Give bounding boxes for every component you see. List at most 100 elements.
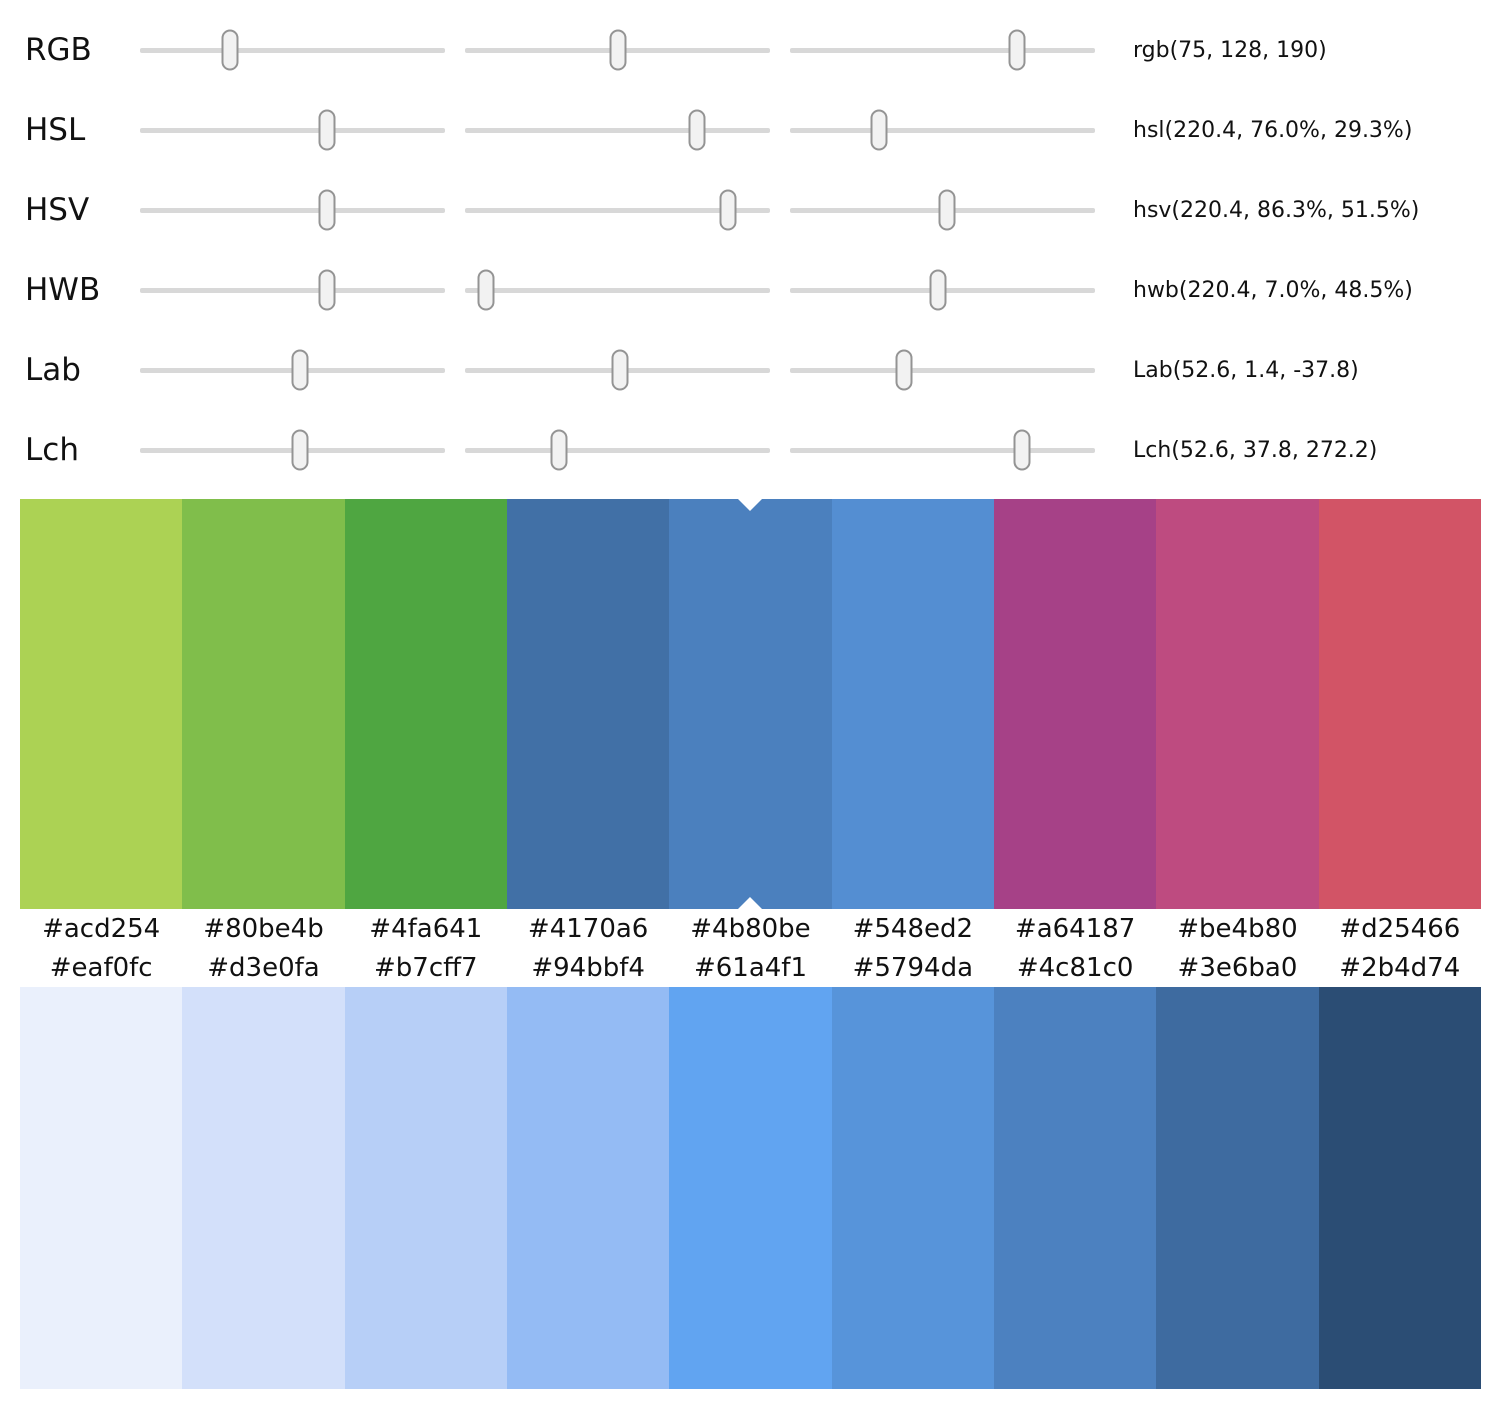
color-swatch[interactable] [1156,987,1319,1389]
slider-track [790,447,1095,453]
hex-label: #4fa641 [369,913,483,944]
slider-row-hsl: HSL hsl(220.4, 76.0%, 29.3%) [0,90,1501,170]
slider-thumb[interactable] [291,429,309,471]
slider-thumb[interactable] [870,109,888,151]
color-swatch[interactable] [1318,499,1481,909]
slider-track [140,287,445,293]
hex-label: #2b4d74 [1339,952,1461,983]
slider-thumb[interactable] [929,269,947,311]
palette-top [20,499,1481,909]
slider-row-label: Lch [25,431,79,468]
rgb-g-slider[interactable] [465,27,770,73]
hex-label: #94bbf4 [531,952,645,983]
slider-thumb[interactable] [291,349,309,391]
slider-row-label: HWB [25,271,101,308]
slider-row-hwb: HWB hwb(220.4, 7.0%, 48.5%) [0,250,1501,330]
hex-label: #80be4b [203,913,324,944]
slider-thumb[interactable] [895,349,913,391]
slider-value-hsl: hsl(220.4, 76.0%, 29.3%) [1133,117,1413,143]
palette-bottom [20,987,1481,1389]
slider-track [790,367,1095,373]
color-swatch[interactable] [1156,499,1319,909]
slider-thumb[interactable] [719,189,737,231]
slider-value-hsv: hsv(220.4, 86.3%, 51.5%) [1133,197,1420,223]
slider-thumb[interactable] [318,189,336,231]
color-swatch[interactable] [1318,987,1481,1389]
slider-thumb[interactable] [1013,429,1031,471]
slider-thumb[interactable] [221,29,239,71]
color-swatch-selected[interactable] [669,499,832,909]
selection-notch-bottom-icon [738,897,763,909]
hex-label: #4b80be [690,913,811,944]
slider-track [465,447,770,453]
slider-track [140,207,445,213]
hex-label: #548ed2 [852,913,974,944]
lch-h-slider[interactable] [790,427,1095,473]
lch-l-slider[interactable] [140,427,445,473]
color-swatch[interactable] [831,987,994,1389]
hsv-v-slider[interactable] [790,187,1095,233]
slider-row-label: HSL [25,111,86,148]
slider-row-hsv: HSV hsv(220.4, 86.3%, 51.5%) [0,170,1501,250]
slider-thumb[interactable] [609,29,627,71]
color-swatch[interactable] [669,987,832,1389]
slider-thumb[interactable] [938,189,956,231]
hex-label: #b7cff7 [374,952,478,983]
hsl-l-slider[interactable] [790,107,1095,153]
lch-c-slider[interactable] [465,427,770,473]
slider-row-rgb: RGB rgb(75, 128, 190) [0,10,1501,90]
hex-label: #4170a6 [527,913,649,944]
hex-label: #4c81c0 [1016,952,1134,983]
hex-label: #5794da [852,952,973,983]
slider-track [140,127,445,133]
slider-value-lch: Lch(52.6, 37.8, 272.2) [1133,437,1378,463]
color-swatch[interactable] [344,987,507,1389]
slider-thumb[interactable] [477,269,495,311]
hex-label: #61a4f1 [693,952,807,983]
palette-top-hex-labels: #acd254 #80be4b #4fa641 #4170a6 #4b80be … [20,909,1481,948]
slider-track [140,47,445,53]
hex-label: #eaf0fc [49,952,153,983]
slider-thumb[interactable] [550,429,568,471]
slider-value-rgb: rgb(75, 128, 190) [1133,37,1327,63]
hsv-s-slider[interactable] [465,187,770,233]
hex-label: #a64187 [1014,913,1136,944]
rgb-r-slider[interactable] [140,27,445,73]
color-swatch[interactable] [20,987,183,1389]
color-swatch[interactable] [831,499,994,909]
hsl-s-slider[interactable] [465,107,770,153]
color-swatch[interactable] [182,499,345,909]
slider-thumb[interactable] [318,109,336,151]
color-swatch[interactable] [182,987,345,1389]
rgb-b-slider[interactable] [790,27,1095,73]
slider-value-lab: Lab(52.6, 1.4, -37.8) [1133,357,1359,383]
slider-track [465,207,770,213]
color-swatch[interactable] [993,499,1157,909]
lab-a-slider[interactable] [465,347,770,393]
color-swatch[interactable] [993,987,1157,1389]
hwb-h-slider[interactable] [140,267,445,313]
slider-thumb[interactable] [611,349,629,391]
slider-track [790,127,1095,133]
slider-thumb[interactable] [318,269,336,311]
lab-b-slider[interactable] [790,347,1095,393]
hwb-b-slider[interactable] [790,267,1095,313]
selection-notch-top-icon [738,499,763,511]
hwb-w-slider[interactable] [465,267,770,313]
color-swatch[interactable] [506,987,670,1389]
hsv-h-slider[interactable] [140,187,445,233]
color-swatch[interactable] [20,499,183,909]
slider-row-label: Lab [25,351,81,388]
color-slider-panel: RGB rgb(75, 128, 190) HSL hsl(220.4, [0,0,1501,499]
slider-row-lch: Lch Lch(52.6, 37.8, 272.2) [0,410,1501,490]
hsl-h-slider[interactable] [140,107,445,153]
slider-thumb[interactable] [688,109,706,151]
lab-l-slider[interactable] [140,347,445,393]
color-swatch[interactable] [344,499,507,909]
hex-label: #d25466 [1339,913,1461,944]
color-swatch[interactable] [506,499,670,909]
slider-thumb[interactable] [1008,29,1026,71]
slider-track [790,47,1095,53]
hex-label: #3e6ba0 [1177,952,1298,983]
hex-label: #acd254 [42,913,161,944]
